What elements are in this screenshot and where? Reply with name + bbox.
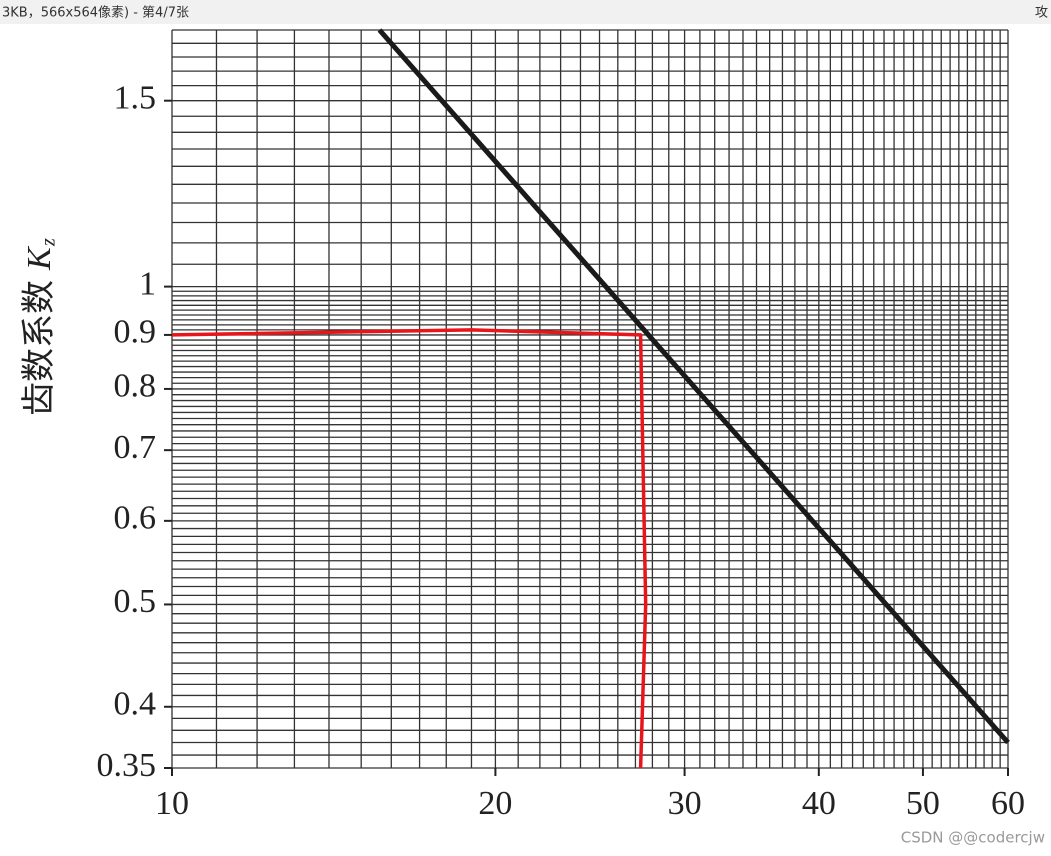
x-tick-label: 50 [906,785,940,822]
y-label-subscript: z [38,238,60,247]
y-tick-label: 0.5 [114,583,157,620]
y-tick-label: 0.4 [114,686,157,723]
y-label: 齿数系数 K z [20,238,60,416]
series-line [171,328,648,769]
title-bar [0,0,1051,24]
y-tick-label: 0.7 [114,429,157,466]
y-tick-label: 0.6 [114,500,157,537]
x-tick-label: 60 [991,785,1025,822]
y-tick-label: 0.9 [114,314,157,351]
marks [171,28,1010,769]
watermark: CSDN @@codercjw [901,829,1045,847]
y-tick-label: 1 [139,265,156,302]
y-label-symbol: K [21,245,58,271]
y-tick-label: 0.35 [97,747,157,784]
y-tick-label: 1.5 [114,79,157,116]
x-tick-label: 10 [155,785,189,822]
y-label-text: 齿数系数 [20,280,58,416]
y-tick-label: 0.8 [114,368,157,405]
series-line [377,28,1010,745]
x-tick-label: 40 [802,785,836,822]
x-tick-label: 20 [478,785,512,822]
x-tick-label: 30 [668,785,702,822]
window-caption: 3KB，566x564像素) - 第4/7张 [2,6,189,21]
grid: 10 20 30 40 50 60 0.35 0.4 0.5 0.6 0.7 0.8 0.9 1 1.5 [97,29,1025,822]
side-text[interactable]: 攻 [1035,6,1048,21]
